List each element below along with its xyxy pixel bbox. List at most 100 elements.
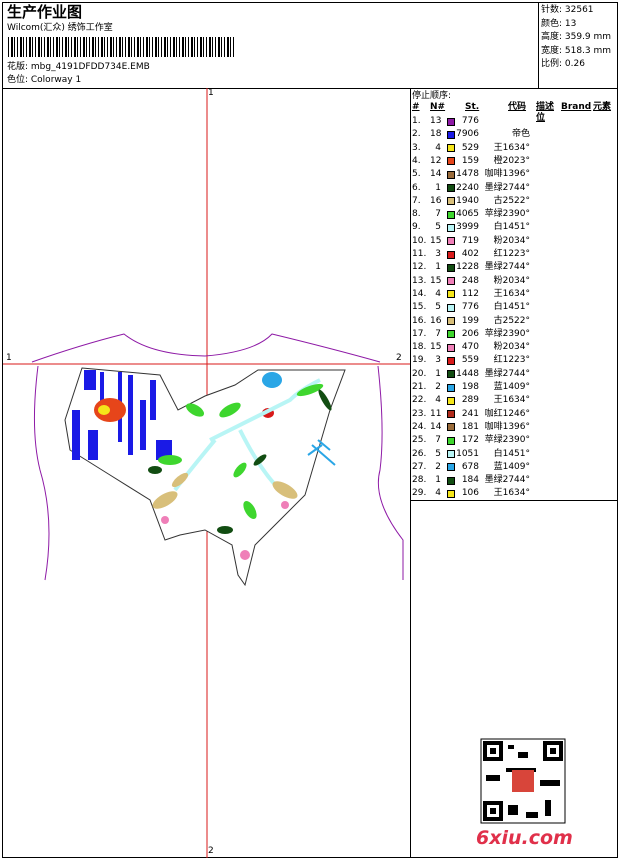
- divider: [410, 88, 411, 858]
- code: 苹绿2390°: [484, 209, 530, 220]
- flower: [98, 405, 110, 415]
- code: 白1451°: [493, 302, 530, 313]
- stitches: 181: [461, 421, 479, 432]
- column-header: Brand: [561, 102, 592, 112]
- row-index: 14.: [412, 288, 427, 299]
- code: 咖啡1396°: [484, 421, 530, 432]
- needle: 16: [430, 195, 442, 206]
- stitches: 106: [461, 488, 479, 499]
- stitches: 1228: [456, 262, 479, 273]
- color-swatch: [447, 463, 455, 472]
- row-index: 4.: [412, 155, 421, 166]
- needle: 4: [435, 142, 441, 153]
- color-swatch: [447, 330, 455, 339]
- stat: 高度: 359.9 mm: [541, 32, 612, 42]
- needle: 15: [430, 342, 442, 353]
- stitches: 470: [461, 342, 479, 353]
- color-swatch: [447, 263, 455, 272]
- row-index: 8.: [412, 209, 421, 220]
- stitches: 206: [461, 328, 479, 339]
- row-index: 11.: [412, 249, 427, 259]
- code: 橙2023°: [493, 155, 530, 166]
- divider: [2, 88, 618, 89]
- stitches: 1940: [456, 195, 479, 206]
- needle: 1: [435, 475, 441, 486]
- stat: 比例: 0.26: [541, 59, 585, 69]
- marker: 1: [208, 88, 214, 98]
- code: 粉2034°: [493, 275, 530, 286]
- bud: [161, 516, 169, 524]
- stitches: 198: [461, 382, 479, 392]
- code: 蓝1409°: [493, 382, 530, 392]
- needle: 2: [435, 382, 441, 392]
- needle: 12: [430, 155, 442, 166]
- code: 咖红1246°: [484, 408, 530, 419]
- needle: 14: [430, 169, 442, 180]
- needle: 4: [435, 488, 441, 499]
- row-index: 5.: [412, 169, 421, 180]
- petals: [152, 472, 298, 509]
- flower: [262, 372, 282, 388]
- leaves: [158, 383, 324, 520]
- stitches: 776: [461, 302, 479, 313]
- color-swatch: [447, 130, 455, 139]
- stitches: 159: [461, 155, 479, 166]
- needle: 2: [435, 461, 441, 472]
- stitches: 402: [461, 249, 479, 259]
- code: 王1634°: [493, 488, 530, 499]
- color-swatch: [447, 489, 455, 498]
- barcode: [8, 37, 234, 57]
- code: 粉2034°: [493, 342, 530, 353]
- stitches: 2240: [456, 182, 479, 193]
- color-swatch: [447, 184, 455, 192]
- column-header: 元素: [593, 102, 612, 112]
- code: 墨绿2744°: [484, 262, 530, 273]
- needle: 7: [435, 435, 441, 446]
- row-index: 26.: [412, 448, 427, 459]
- color-swatch: [447, 250, 455, 259]
- row-index: 6.: [412, 182, 421, 193]
- row-index: 21.: [412, 382, 427, 392]
- column-header: St.: [465, 102, 480, 112]
- code: 红1223°: [493, 249, 530, 259]
- needle: 13: [430, 116, 442, 126]
- color-swatch: [447, 410, 455, 419]
- code: 墨绿2744°: [484, 182, 530, 193]
- design-outline: [64, 367, 346, 587]
- code: 红1223°: [493, 355, 530, 366]
- row-index: 27.: [412, 461, 427, 472]
- code: 王1634°: [493, 142, 530, 153]
- color-swatch: [447, 370, 455, 379]
- needle: 14: [430, 421, 442, 432]
- row-index: 24.: [412, 421, 427, 432]
- code: 白1451°: [493, 448, 530, 459]
- code: 王1634°: [493, 288, 530, 299]
- color-swatch: [447, 223, 455, 232]
- needle: 11: [430, 408, 442, 419]
- color-swatch: [447, 383, 455, 392]
- row-index: 16.: [412, 315, 427, 326]
- stat: 针数: 32561: [541, 5, 594, 15]
- stitches: 776: [461, 116, 479, 126]
- needle: 16: [430, 315, 442, 326]
- column-header: 代码: [508, 102, 527, 112]
- color-swatch: [447, 277, 455, 286]
- garment-outline: [377, 365, 404, 580]
- code: 苹绿2390°: [484, 328, 530, 339]
- stitches: 559: [461, 355, 479, 366]
- needle: 18: [430, 129, 442, 140]
- color-swatch: [447, 144, 455, 153]
- watermark: 6xiu.com: [476, 827, 573, 849]
- stitches: 112: [461, 288, 479, 299]
- needle: 4: [435, 288, 441, 299]
- row-index: 20.: [412, 368, 427, 379]
- stitches: 289: [461, 395, 479, 406]
- stitches: 248: [461, 275, 479, 286]
- row-index: 29.: [412, 488, 427, 499]
- qr-code: [480, 738, 566, 824]
- needle: 1: [435, 182, 441, 193]
- color-swatch: [447, 450, 455, 458]
- stitches: 678: [461, 461, 479, 472]
- title: 生产作业图: [7, 3, 83, 21]
